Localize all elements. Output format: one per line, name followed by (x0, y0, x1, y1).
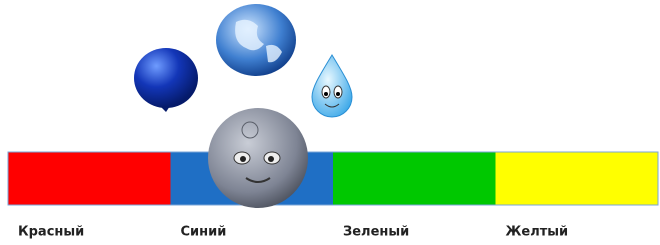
color-label: Зеленый (343, 225, 409, 240)
color-segment (8, 152, 171, 205)
color-label: Синий (181, 225, 227, 240)
balloon (134, 48, 198, 112)
color-bar (8, 152, 658, 205)
globe (216, 4, 296, 76)
water-drop (312, 55, 352, 117)
color-segment (333, 152, 496, 205)
labels: Красный Синий Зеленый Желтый (18, 225, 568, 240)
color-label: Красный (18, 225, 84, 240)
moon (208, 108, 308, 208)
scene: Красный Синий Зеленый Желтый (0, 0, 660, 245)
color-segment (496, 152, 659, 205)
color-label: Желтый (506, 225, 569, 240)
